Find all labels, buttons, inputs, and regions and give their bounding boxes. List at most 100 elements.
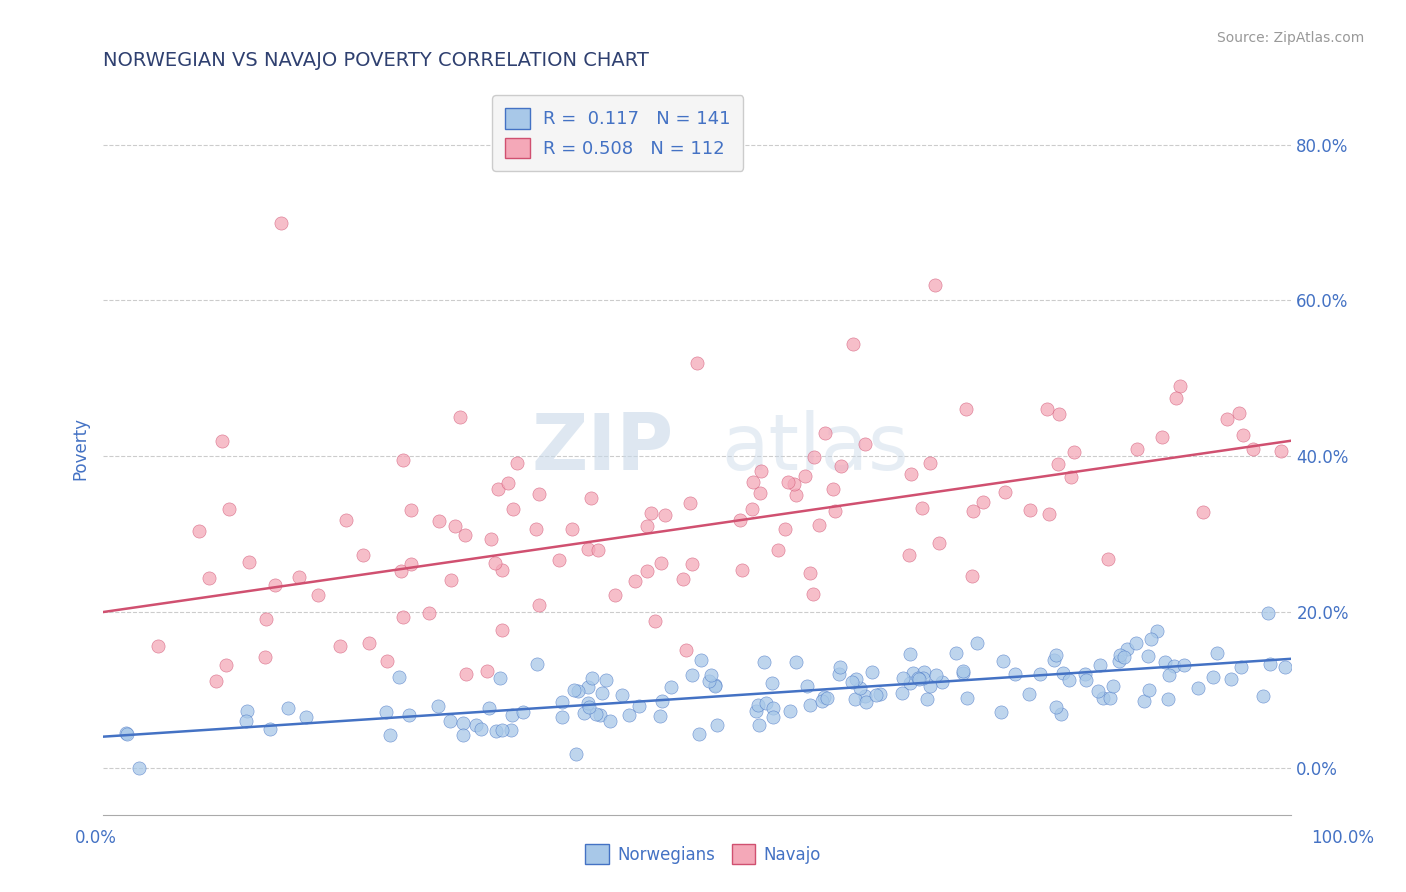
Point [869,687,891,701]
Point [644,615,666,629]
Point [1115,642,1137,657]
Point [741,501,763,516]
Point [1140,632,1163,646]
Point [907,672,929,686]
Point [1136,648,1159,663]
Point [501,707,523,722]
Point [1063,444,1085,458]
Point [1166,391,1188,405]
Point [1114,650,1136,665]
Point [576,542,599,557]
Point [378,728,401,742]
Point [572,706,595,721]
Point [855,695,877,709]
Point [1230,660,1253,674]
Point [488,671,510,685]
Point [335,513,357,527]
Point [730,563,752,577]
Point [439,714,461,728]
Point [578,700,600,714]
Point [928,535,950,549]
Point [449,410,471,425]
Point [418,606,440,620]
Point [1173,658,1195,673]
Point [329,639,352,653]
Point [761,676,783,690]
Point [808,518,831,533]
Point [478,701,501,715]
Text: 100.0%: 100.0% [1312,829,1374,847]
Point [991,654,1014,668]
Point [1004,667,1026,681]
Point [898,548,921,562]
Point [215,657,238,672]
Point [352,548,374,562]
Point [565,747,588,761]
Point [567,683,589,698]
Point [679,496,702,510]
Point [388,670,411,684]
Point [799,566,821,581]
Point [1018,503,1040,517]
Point [844,692,866,706]
Point [1241,442,1264,456]
Point [918,456,941,470]
Point [198,571,221,585]
Point [911,501,934,516]
Point [1191,505,1213,519]
Point [1092,691,1115,706]
Point [529,598,551,612]
Point [595,673,617,688]
Point [1098,690,1121,705]
Point [375,654,398,668]
Point [801,587,824,601]
Point [287,570,309,584]
Point [1257,606,1279,620]
Point [491,624,513,638]
Point [399,502,422,516]
Text: 0.0%: 0.0% [75,829,117,847]
Point [146,639,169,653]
Point [972,494,994,508]
Point [259,722,281,736]
Text: NORWEGIAN VS NAVAJO POVERTY CORRELATION CHART: NORWEGIAN VS NAVAJO POVERTY CORRELATION … [103,51,650,70]
Point [1045,700,1067,714]
Point [547,553,569,567]
Point [585,706,607,721]
Point [993,485,1015,500]
Point [706,718,728,732]
Point [512,705,534,719]
Point [1101,679,1123,693]
Point [636,519,658,533]
Point [1159,668,1181,682]
Point [1154,655,1177,669]
Point [235,704,257,718]
Point [392,610,415,624]
Point [485,724,508,739]
Point [115,726,138,740]
Point [506,457,529,471]
Point [1126,442,1149,456]
Point [841,336,863,351]
Point [295,710,318,724]
Point [263,577,285,591]
Point [690,653,713,667]
Point [619,707,641,722]
Point [672,572,695,586]
Point [952,664,974,678]
Point [803,450,825,464]
Point [848,681,870,695]
Point [1137,683,1160,698]
Point [270,216,292,230]
Point [815,690,838,705]
Point [697,673,720,688]
Point [1270,443,1292,458]
Point [799,698,821,713]
Point [810,694,832,708]
Point [453,716,475,731]
Point [640,506,662,520]
Point [779,704,801,718]
Point [741,475,763,489]
Point [898,647,921,661]
Point [589,708,612,723]
